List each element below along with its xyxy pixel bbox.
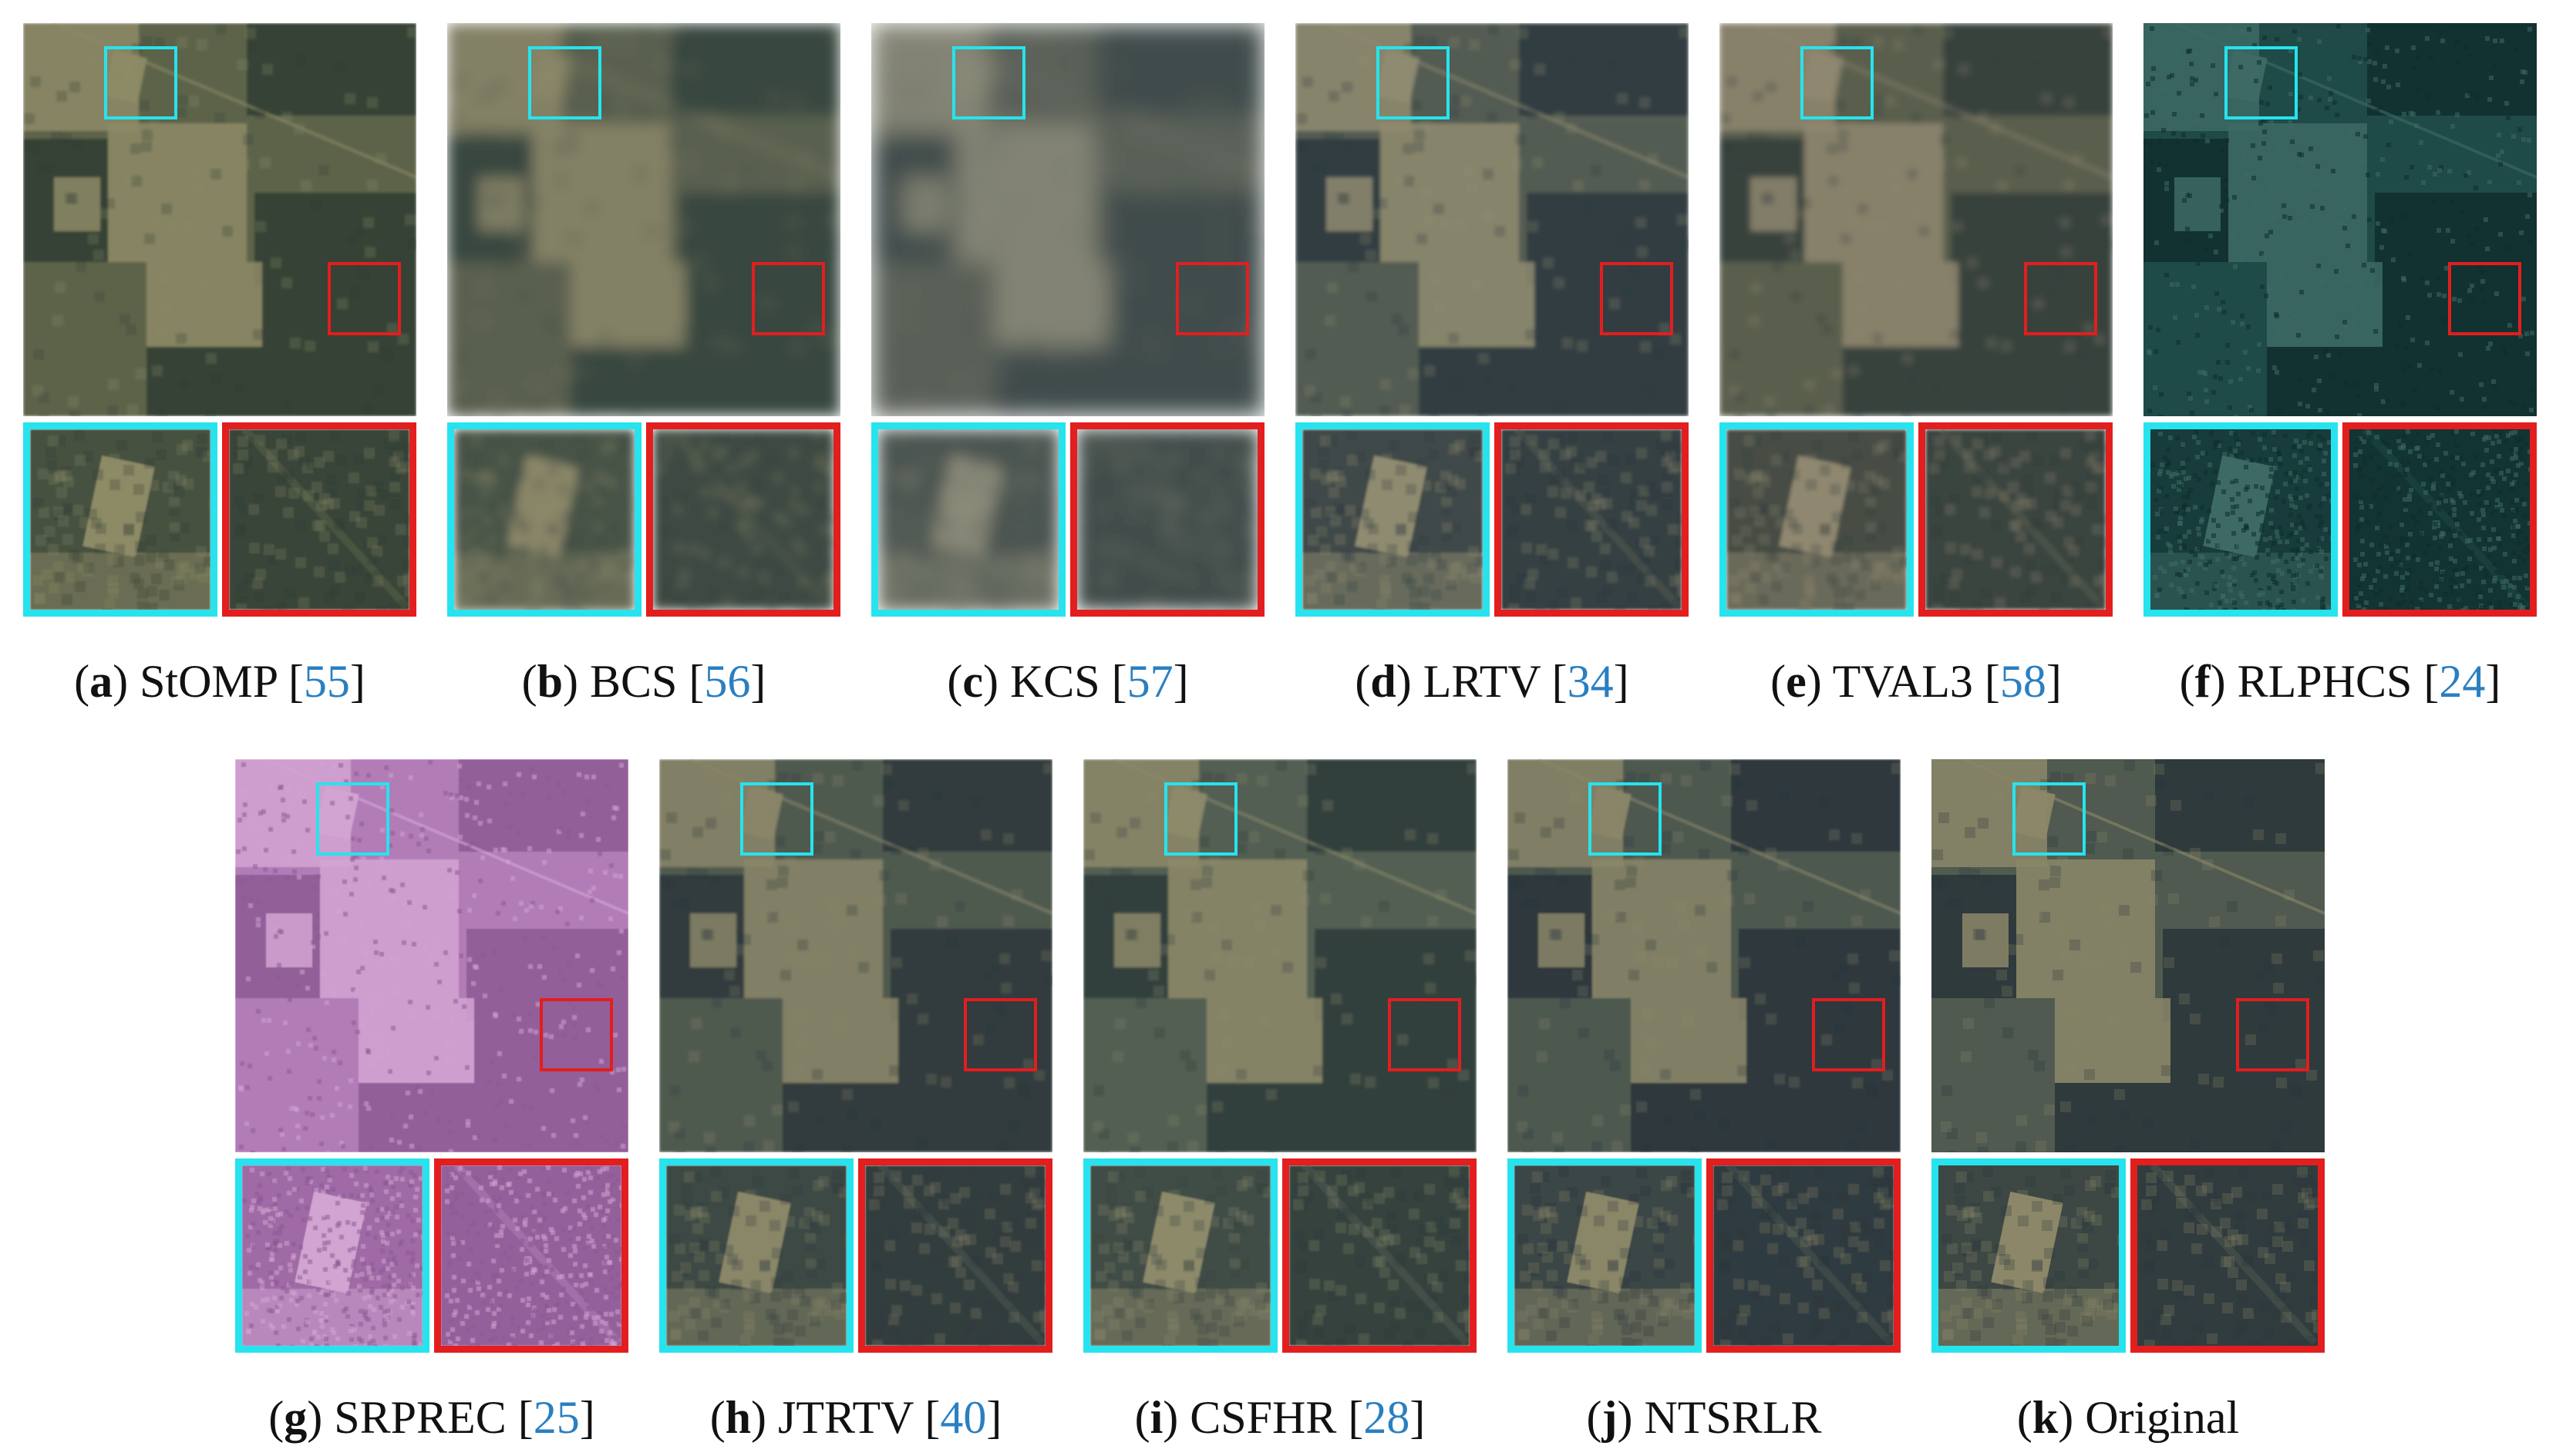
reconstruction-image	[1083, 759, 1477, 1152]
panel-caption: (k) Original	[2016, 1392, 2240, 1443]
reconstruction-image	[659, 759, 1052, 1152]
reconstruction-image	[871, 23, 1265, 416]
cyan-roi-box	[1164, 782, 1238, 856]
panel-letter: g	[284, 1392, 308, 1443]
red-roi-box	[964, 998, 1037, 1071]
red-roi-box	[1176, 262, 1249, 335]
red-zoom-inset	[222, 422, 416, 617]
red-zoom-inset	[1706, 1158, 1901, 1353]
panel-caption: (b) BCS [56]	[521, 656, 766, 707]
panel-caption: (a) StOMP [55]	[74, 656, 365, 707]
red-roi-box	[1388, 998, 1461, 1071]
method-name: NTSRLR	[1644, 1392, 1822, 1443]
cyan-roi-box	[528, 46, 601, 119]
cyan-zoom-inset	[1295, 422, 1490, 617]
citation-link[interactable]: 55	[303, 656, 350, 707]
citation-link[interactable]: 40	[940, 1392, 987, 1443]
citation-link[interactable]: 25	[533, 1392, 580, 1443]
cyan-roi-box	[1588, 782, 1662, 856]
red-zoom-inset	[1494, 422, 1689, 617]
red-roi-box	[2236, 998, 2309, 1071]
red-roi-box	[1812, 998, 1885, 1071]
panel-letter: f	[2194, 656, 2211, 707]
panel-letter: a	[89, 656, 113, 707]
cyan-zoom-inset	[659, 1158, 854, 1353]
reconstruction-image	[23, 23, 416, 416]
red-zoom-inset	[1070, 422, 1265, 617]
red-zoom-inset	[434, 1158, 628, 1353]
citation-link[interactable]: 56	[704, 656, 751, 707]
panel-letter: h	[725, 1392, 752, 1443]
method-name: Original	[2085, 1392, 2240, 1443]
method-name: RLPHCS	[2237, 656, 2413, 707]
citation-link[interactable]: 24	[2439, 656, 2486, 707]
panel-caption: (f) RLPHCS [24]	[2179, 656, 2501, 707]
cyan-roi-box	[316, 782, 389, 856]
reconstruction-image	[447, 23, 840, 416]
red-roi-box	[2448, 262, 2521, 335]
cyan-zoom-inset	[871, 422, 1066, 617]
panel-letter: k	[2032, 1392, 2059, 1443]
method-name: KCS	[1009, 656, 1100, 707]
red-roi-box	[1600, 262, 1673, 335]
panel-caption: (c) KCS [57]	[947, 656, 1189, 707]
red-roi-box	[540, 998, 613, 1071]
red-roi-box	[2024, 262, 2097, 335]
cyan-zoom-inset	[23, 422, 217, 617]
red-zoom-inset	[858, 1158, 1052, 1353]
method-name: SRPREC	[334, 1392, 507, 1443]
cyan-zoom-inset	[1083, 1158, 1278, 1353]
citation-link[interactable]: 57	[1126, 656, 1174, 707]
panel-caption: (j) NTSRLR	[1586, 1392, 1822, 1443]
method-name: StOMP	[140, 656, 277, 707]
panel-caption: (i) CSFHR [28]	[1134, 1392, 1426, 1443]
method-name: TVAL3	[1832, 656, 1973, 707]
cyan-roi-box	[740, 782, 813, 856]
reconstruction-image	[235, 759, 628, 1152]
method-name: JTRTV	[778, 1392, 914, 1443]
cyan-zoom-inset	[235, 1158, 429, 1353]
panel-caption: (e) TVAL3 [58]	[1770, 656, 2062, 707]
cyan-roi-box	[1800, 46, 1874, 119]
reconstruction-image	[2143, 23, 2537, 416]
cyan-roi-box	[2012, 782, 2086, 856]
panel-caption: (d) LRTV [34]	[1355, 656, 1629, 707]
red-zoom-inset	[1918, 422, 2113, 617]
red-zoom-inset	[1282, 1158, 1477, 1353]
red-zoom-inset	[646, 422, 840, 617]
method-name: BCS	[589, 656, 678, 707]
citation-link[interactable]: 58	[1999, 656, 2046, 707]
cyan-roi-box	[2224, 46, 2298, 119]
cyan-zoom-inset	[1931, 1158, 2126, 1353]
citation-link[interactable]: 34	[1567, 656, 1614, 707]
panel-letter: e	[1786, 656, 1807, 707]
cyan-zoom-inset	[1507, 1158, 1702, 1353]
cyan-zoom-inset	[447, 422, 642, 617]
red-roi-box	[328, 262, 401, 335]
cyan-zoom-inset	[1719, 422, 1914, 617]
citation-link[interactable]: 28	[1363, 1392, 1410, 1443]
panel-caption: (g) SRPREC [25]	[268, 1392, 595, 1443]
panel-caption: (h) JTRTV [40]	[709, 1392, 1002, 1443]
panel-letter: d	[1370, 656, 1396, 707]
reconstruction-image	[1931, 759, 2325, 1152]
panel-letter: i	[1150, 1392, 1164, 1443]
panel-letter: c	[962, 656, 983, 707]
cyan-zoom-inset	[2143, 422, 2338, 617]
red-zoom-inset	[2130, 1158, 2325, 1353]
method-name: CSFHR	[1190, 1392, 1337, 1443]
panel-letter: j	[1601, 1392, 1618, 1443]
cyan-roi-box	[104, 46, 177, 119]
panel-letter: b	[537, 656, 563, 707]
reconstruction-image	[1507, 759, 1901, 1152]
red-zoom-inset	[2342, 422, 2537, 617]
cyan-roi-box	[952, 46, 1025, 119]
reconstruction-image	[1719, 23, 2113, 416]
reconstruction-image	[1295, 23, 1689, 416]
red-roi-box	[752, 262, 825, 335]
method-name: LRTV	[1423, 656, 1541, 707]
cyan-roi-box	[1376, 46, 1450, 119]
